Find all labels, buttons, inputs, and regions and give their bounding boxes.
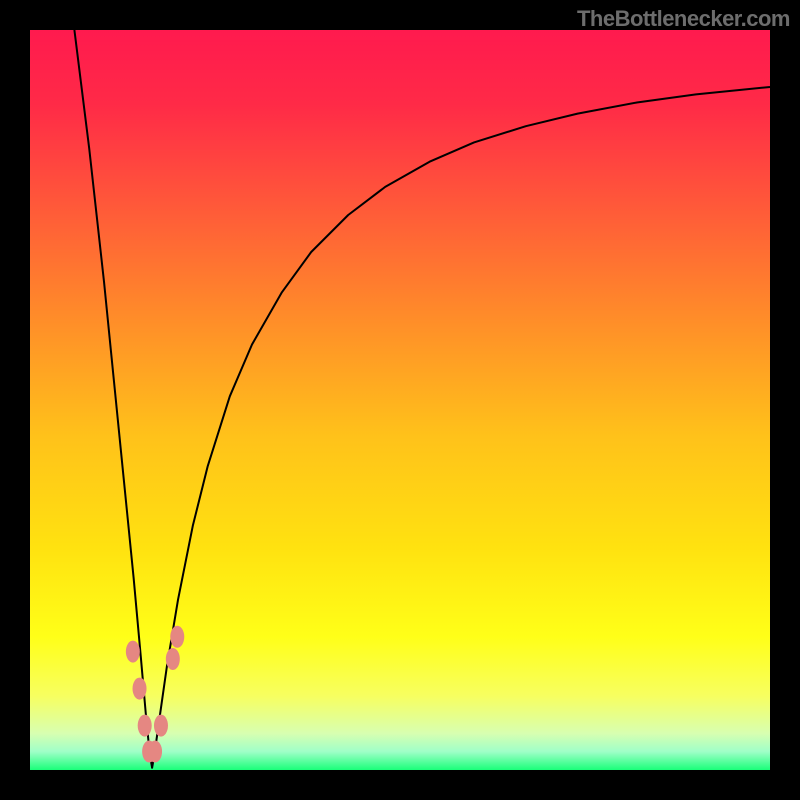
data-marker [154,715,168,737]
data-marker [138,715,152,737]
data-marker [148,741,162,763]
data-marker [170,626,184,648]
data-marker [166,648,180,670]
data-marker [133,678,147,700]
data-marker [126,641,140,663]
bottleneck-chart [0,0,800,800]
chart-container: TheBottlenecker.com [0,0,800,800]
